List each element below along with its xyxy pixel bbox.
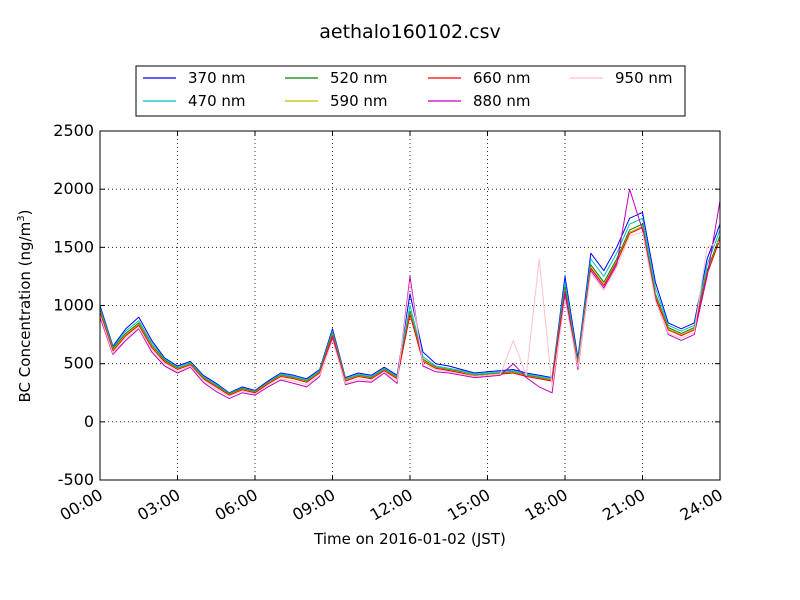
legend-label: 470 nm: [188, 92, 246, 110]
series-layer: [99, 188, 721, 400]
legend-label: 950 nm: [615, 69, 673, 87]
x-tick-label: 00:00: [57, 485, 106, 525]
y-tick-label: -500: [58, 470, 94, 489]
x-tick-label: 24:00: [677, 485, 726, 525]
x-tick-label: 03:00: [134, 485, 183, 525]
tick-labels: -500 0 500 1000 1500 2000 2500 00:00 03:00 06:00 0…: [53, 121, 726, 525]
y-tick-label: 2500: [53, 121, 94, 140]
x-tick-label: 18:00: [522, 485, 571, 525]
legend-label: 880 nm: [473, 92, 531, 110]
y-tick-label: 0: [84, 412, 94, 431]
series-line-470-nm: [99, 217, 721, 394]
y-axis-label-main: BC Concentration (ng/m: [16, 222, 34, 403]
ticks: [99, 130, 721, 481]
legend-label: 520 nm: [330, 69, 388, 87]
x-tick-label: 12:00: [367, 485, 416, 525]
x-tick-label: 21:00: [599, 485, 648, 525]
y-tick-label: 1000: [53, 296, 94, 315]
legend: 370 nm 470 nm 520 nm 590 nm 660 nm 880 nm 950 …: [135, 65, 686, 117]
legend-box: [135, 65, 686, 117]
y-tick-label: 1500: [53, 237, 94, 256]
legend-label: 370 nm: [188, 69, 246, 87]
chart-title: aethalo160102.csv: [319, 21, 501, 43]
y-tick-label: 2000: [53, 179, 94, 198]
y-axis-label-close: ): [16, 210, 34, 216]
y-axis-label: BC Concentration (ng/m3): [16, 210, 34, 403]
legend-label: 660 nm: [473, 69, 531, 87]
series-line-880-nm: [99, 188, 721, 400]
y-axis-label-sup: 3: [16, 215, 27, 221]
x-tick-label: 06:00: [212, 485, 261, 525]
series-line-370-nm: [99, 211, 721, 394]
x-tick-label: 09:00: [289, 485, 338, 525]
x-tick-label: 15:00: [444, 485, 493, 525]
y-tick-label: 500: [63, 354, 94, 373]
series-line-950-nm: [99, 231, 721, 397]
x-axis-label: Time on 2016-01-02 (JST): [313, 530, 506, 548]
legend-label: 590 nm: [330, 92, 388, 110]
